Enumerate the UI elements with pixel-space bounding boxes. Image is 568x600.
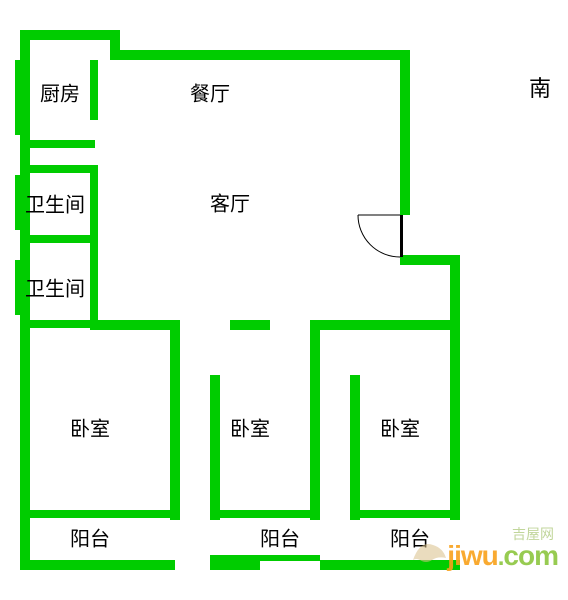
label-bedroom2: 卧室 xyxy=(230,417,270,440)
wall-living-ext-right xyxy=(450,255,460,330)
wall-balcony-div-left xyxy=(20,510,175,518)
wall-bed2-right xyxy=(310,320,320,520)
wall-outer-bottom-gap-r xyxy=(210,560,260,570)
wall-outer-bottom-left xyxy=(20,560,175,570)
wall-bed3-left xyxy=(350,375,360,520)
door-leaf xyxy=(400,215,403,257)
walls-thin xyxy=(15,60,20,315)
wall-mid-horiz-right xyxy=(310,320,460,330)
label-bedroom3: 卧室 xyxy=(380,417,420,440)
door-swing xyxy=(358,215,403,257)
wall-balcony-div-mid xyxy=(215,510,315,518)
wall-kitchen-right xyxy=(90,60,98,120)
wall-bath2-bottom xyxy=(20,320,98,328)
watermark-logo: jiwu.com xyxy=(447,540,558,572)
watermark-bird-icon xyxy=(408,530,448,570)
floor-plan: 厨房餐厅客厅卫生间卫生间卧室卧室卧室阳台阳台阳台 南 xyxy=(0,0,568,600)
wall-bath1-top xyxy=(20,165,98,173)
label-bath2: 卫生间 xyxy=(25,277,85,300)
glaze-outer-left-glaze-1 xyxy=(15,60,20,135)
label-living: 客厅 xyxy=(210,192,250,215)
walls-thick xyxy=(20,30,460,570)
label-kitchen: 厨房 xyxy=(40,82,80,105)
wall-bed1-right xyxy=(170,320,180,520)
label-bedroom1: 卧室 xyxy=(70,417,110,440)
label-balcony1: 阳台 xyxy=(70,527,110,550)
label-bath1: 卫生间 xyxy=(25,193,85,216)
wall-bath1-bottom xyxy=(20,235,98,243)
compass-south: 南 xyxy=(529,76,551,101)
door-arc xyxy=(358,215,400,257)
wall-outer-top-left xyxy=(20,30,120,40)
label-dining: 餐厅 xyxy=(190,82,230,105)
wall-outer-right-upper xyxy=(400,50,410,215)
wall-bed2-left xyxy=(210,375,220,520)
wall-outer-top-main xyxy=(110,50,410,60)
wall-mid-horiz-center xyxy=(230,320,270,330)
glaze-outer-left-glaze-3 xyxy=(15,260,20,315)
label-balcony2: 阳台 xyxy=(260,527,300,550)
wall-balcony-bottom-mid xyxy=(210,555,320,561)
wall-bath-divider-v xyxy=(90,165,98,325)
room-labels: 厨房餐厅客厅卫生间卫生间卧室卧室卧室阳台阳台阳台 xyxy=(25,82,430,550)
wall-outer-right-lower xyxy=(450,320,460,520)
wall-balcony-div-right xyxy=(355,510,455,518)
wall-kitchen-bottom xyxy=(20,140,95,148)
wall-mid-horiz-left xyxy=(90,320,180,330)
glaze-outer-left-glaze-2 xyxy=(15,175,20,230)
